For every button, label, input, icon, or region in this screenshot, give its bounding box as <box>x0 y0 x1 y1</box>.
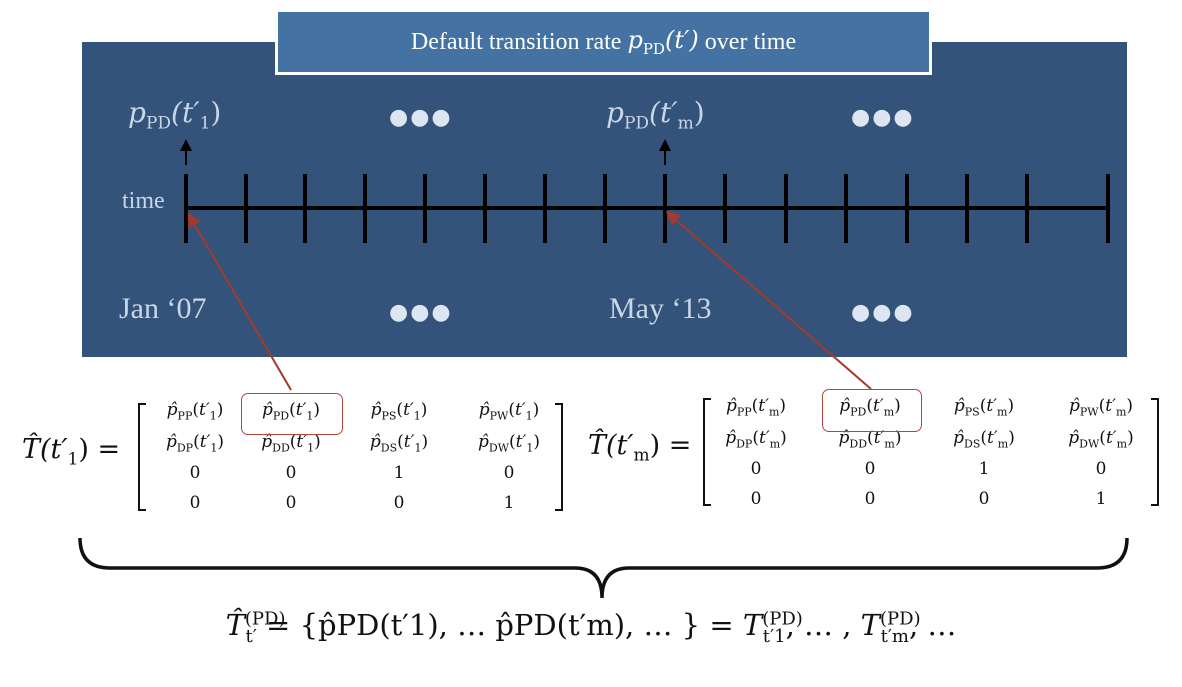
matrix-first-cell: 0 <box>189 493 201 513</box>
date-label-start: Jan ‘07 <box>119 292 207 325</box>
time-axis-label: time <box>122 188 165 214</box>
ellipsis-top-2: ●●● <box>851 105 915 130</box>
matrix-m-cell: 0 <box>864 489 876 509</box>
matrix-m-left-bracket <box>703 398 711 506</box>
matrix-m-cell: p̂PP(t′m) <box>725 396 787 419</box>
matrix-m-cell: p̂DD(t′m) <box>838 428 902 451</box>
matrix-first-cell: 0 <box>393 493 405 513</box>
matrix-first-cell: p̂PS(t′1) <box>370 400 428 423</box>
matrix-first-cell: p̂DD(t′1) <box>261 432 321 455</box>
matrix-first-cell: p̂PD(t′1) <box>261 400 321 423</box>
matrix-first-cell: 0 <box>285 493 297 513</box>
matrix-m-cell: p̂PS(t′m) <box>953 396 1015 419</box>
matrix-m-cell: p̂DP(t′m) <box>725 428 787 451</box>
matrix-first-cell: 1 <box>393 463 405 483</box>
matrix-m-cell: 0 <box>864 459 876 479</box>
matrix-first-cell: 0 <box>189 463 201 483</box>
matrix-first-left-bracket <box>138 403 146 511</box>
matrix-m-cell: p̂PD(t′m) <box>839 396 901 419</box>
timeline-ticks <box>184 174 1110 243</box>
red-arrow-m <box>665 211 872 390</box>
matrix-first-cell: 0 <box>285 463 297 483</box>
matrix-first-cell: 1 <box>503 493 515 513</box>
matrix-first-cell: 0 <box>503 463 515 483</box>
matrix-first-cell: p̂DW(t′1) <box>477 432 541 455</box>
matrix-first-cell: p̂DS(t′1) <box>369 432 429 455</box>
marker-label-first: pPD(t′1) <box>128 96 222 134</box>
matrix-first-cell: p̂PW(t′1) <box>478 400 540 423</box>
marker-label-m: pPD(t′m) <box>606 96 705 134</box>
title-text-after: over time <box>704 28 797 55</box>
matrix-first-lhs: T̂(t′1) = <box>22 434 121 470</box>
matrix-m-right-bracket <box>1151 398 1159 506</box>
matrix-m-cell: 0 <box>750 459 762 479</box>
red-arrow-first <box>187 212 292 391</box>
ellipsis-top-1: ●●● <box>389 105 453 130</box>
matrix-first-cell: p̂PP(t′1) <box>166 400 224 423</box>
date-label-m: May ‘13 <box>609 292 712 325</box>
matrix-m-cell: p̂PW(t′m) <box>1068 396 1134 419</box>
matrix-first-cell: p̂DP(t′1) <box>165 432 225 455</box>
matrix-first-right-bracket <box>555 403 563 511</box>
matrix-m-cell: p̂DS(t′m) <box>953 428 1015 451</box>
matrix-m-cell: 0 <box>978 489 990 509</box>
matrix-m-cell: p̂DW(t′m) <box>1068 428 1134 451</box>
summary-brace <box>78 537 1129 599</box>
title-text-before: Default transition rate <box>410 28 622 55</box>
matrix-m-cell: 1 <box>978 459 990 479</box>
matrix-m-lhs: T̂(t′m) = <box>588 430 692 466</box>
ellipsis-bottom-1: ●●● <box>389 300 453 325</box>
matrix-m-cell: 0 <box>750 489 762 509</box>
matrix-m-cell: 1 <box>1095 489 1107 509</box>
ellipsis-bottom-2: ●●● <box>851 300 915 325</box>
highlight-first-pd <box>241 393 343 435</box>
summary-equation: T̂(PD)t′ = {p̂PD(t′1), … p̂PD(t′m), … } … <box>225 608 957 647</box>
diagram-title: Default transition rate pPD(t′) over tim… <box>275 9 932 75</box>
matrix-m-cell: 0 <box>1095 459 1107 479</box>
highlight-m-pd <box>822 389 922 432</box>
title-math: pPD(t′) <box>627 26 699 58</box>
